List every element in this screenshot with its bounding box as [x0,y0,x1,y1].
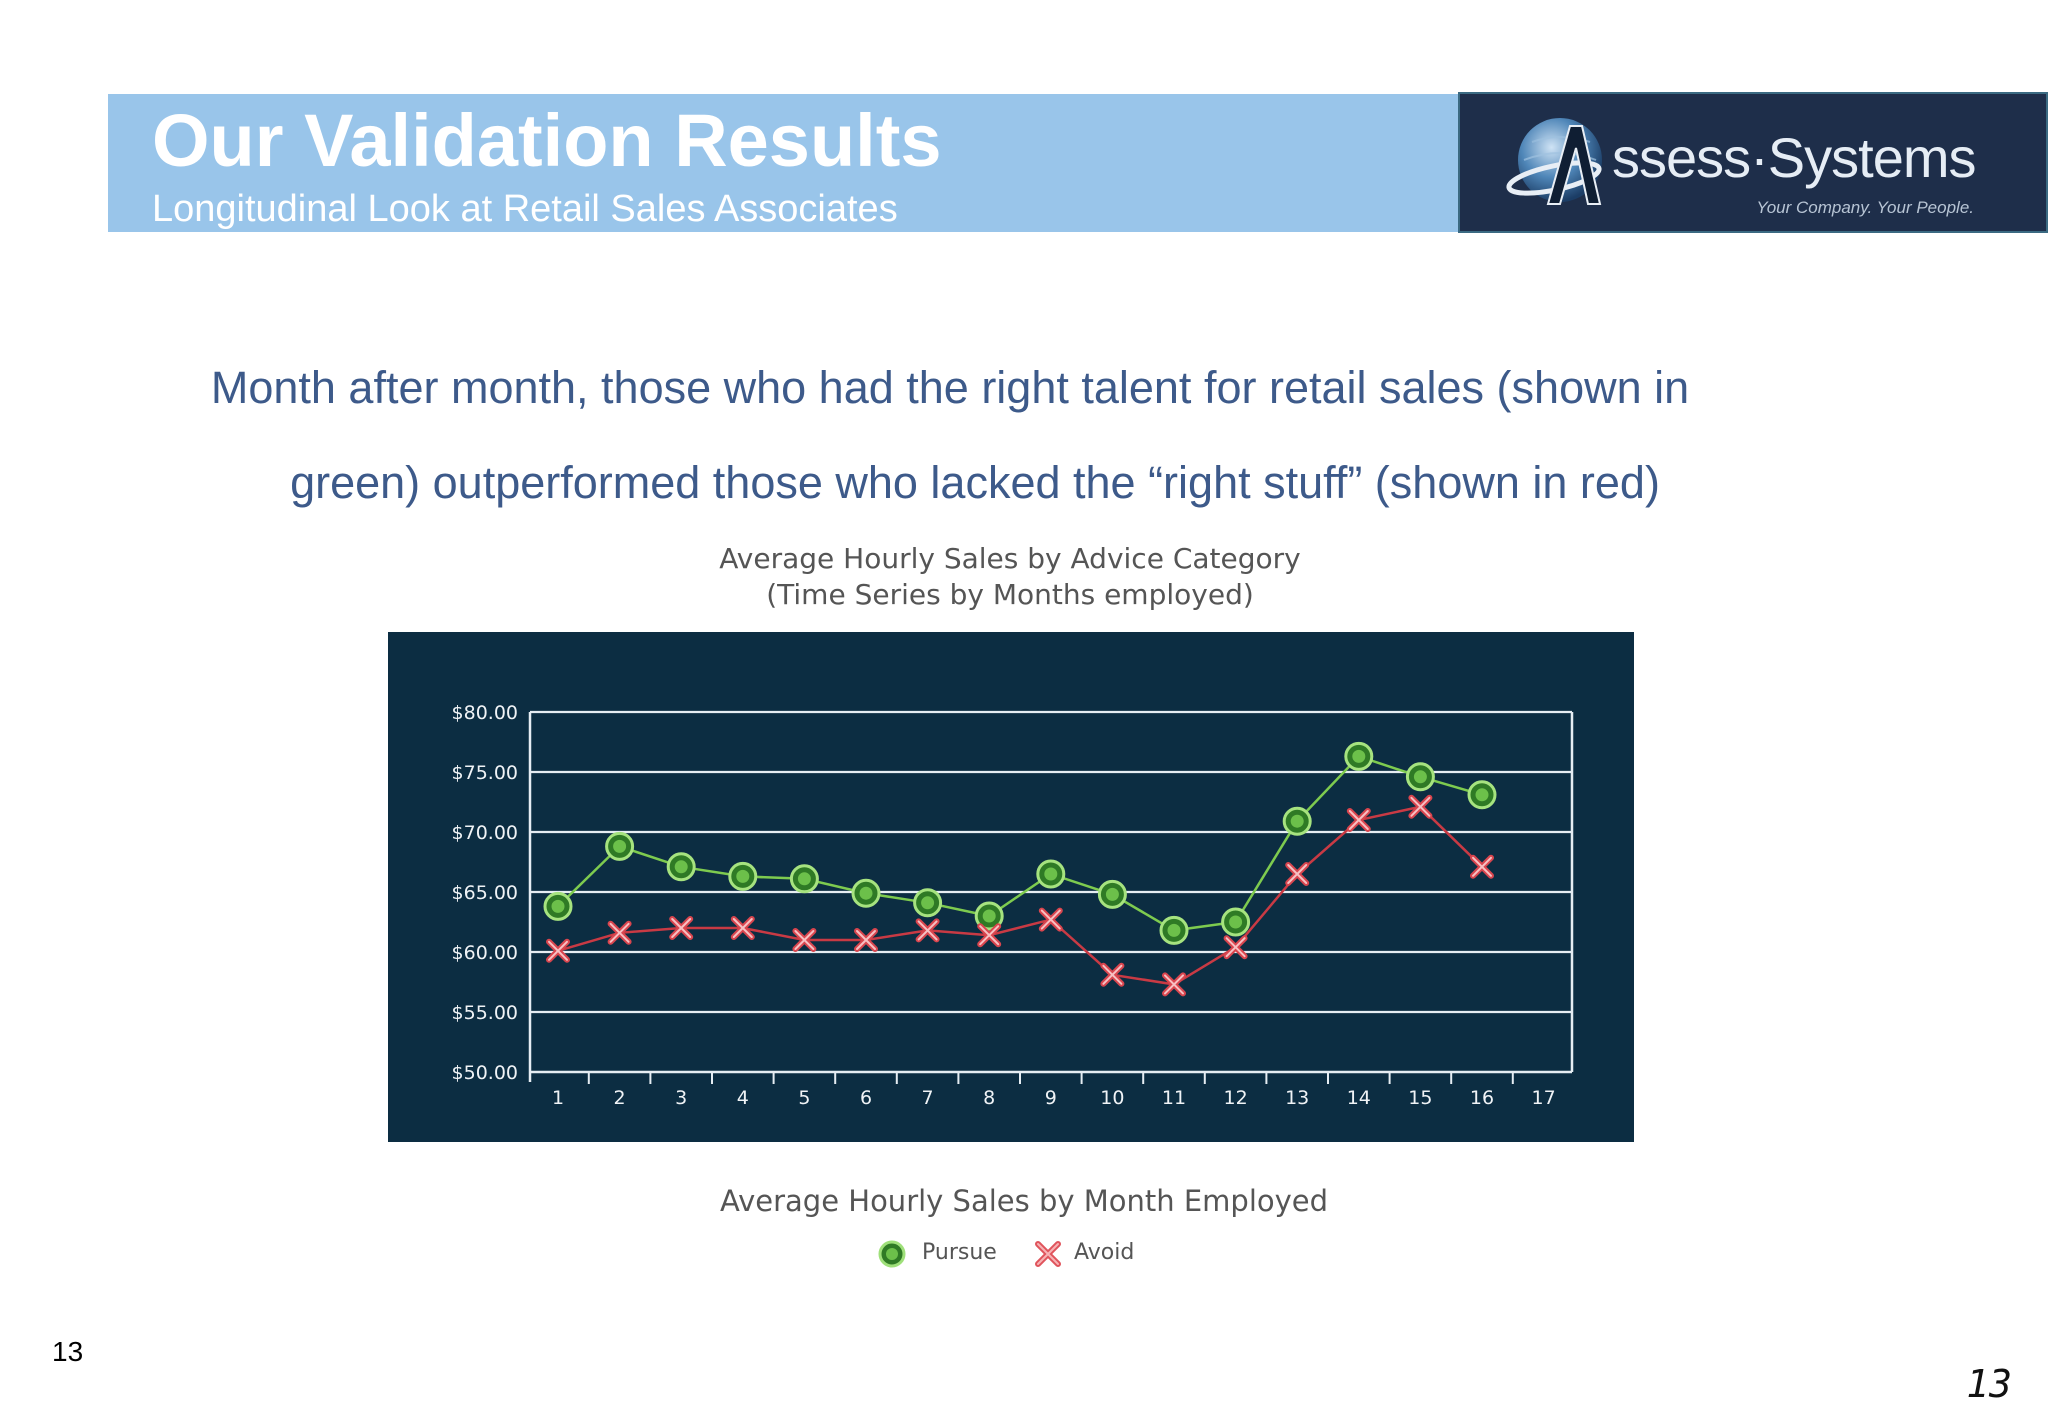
y-tick-label: $80.00 [452,702,518,724]
point-pursue [1344,741,1374,771]
x-tick-label: 4 [737,1087,749,1109]
point-avoid [730,916,755,940]
chart-subtitle: (Time Series by Months employed) [766,578,1254,611]
x-tick-label: 11 [1162,1087,1186,1109]
point-avoid [854,928,878,952]
slide-number-right: 13 [1966,1362,2012,1406]
y-tick-label: $55.00 [452,1002,518,1024]
y-tick-label: $50.00 [452,1062,518,1084]
point-pursue [1467,780,1497,810]
x-tick-label: 16 [1470,1087,1494,1109]
x-tick-label: 15 [1408,1087,1432,1109]
logo-wordmark: ssess·Systems [1612,126,1976,189]
x-tick-label: 8 [983,1087,995,1109]
x-tick-label: 9 [1045,1087,1057,1109]
point-pursue [851,878,881,908]
y-tick-label: $60.00 [452,942,518,964]
point-pursue [543,891,573,921]
x-tick-label: 10 [1100,1087,1124,1109]
logo-tagline: Your Company. Your People. [1756,198,1974,217]
header-band [108,94,1460,232]
line-chart: $50.00 $55.00 $60.00 $65.00 $70.00 $75.00 $80.… [388,632,1634,1142]
point-pursue [1282,806,1312,836]
gridlines [530,710,1572,1014]
point-pursue [666,852,696,882]
point-pursue [1159,915,1189,945]
headline-line-2: green) outperformed those who lacked the… [290,457,1660,508]
slide-number-left: 13 [52,1336,84,1367]
axes [528,712,1574,1082]
x-tick-label: 1 [552,1087,564,1109]
x-tick-label: 17 [1532,1087,1556,1109]
point-pursue [1405,762,1435,792]
series-line-pursue [557,754,1483,932]
x-axis-ticks: 1 2 3 4 5 6 7 8 9 10 11 12 13 14 15 16 17 [552,1072,1556,1109]
x-tick-label: 2 [614,1087,626,1109]
x-tick-label: 13 [1285,1087,1309,1109]
y-tick-label: $75.00 [452,762,518,784]
point-pursue [605,831,635,861]
point-avoid [1285,862,1310,886]
y-axis-ticks: $50.00 $55.00 $60.00 $65.00 $70.00 $75.00 $80.… [452,702,518,1084]
legend-x-icon [1035,1241,1061,1267]
globe-a-icon [1506,118,1602,205]
x-tick-label: 5 [798,1087,810,1109]
point-pursue [1221,907,1251,937]
point-pursue [1036,859,1066,889]
x-tick-label: 14 [1347,1087,1371,1109]
point-avoid [1408,794,1433,819]
point-avoid [1223,935,1248,960]
point-avoid [1162,972,1186,997]
company-logo: ssess·Systems Your Company. Your People. [1458,92,2048,233]
point-pursue [728,861,758,891]
headline-line-1: Month after month, those who had the rig… [210,362,1690,413]
legend-circle-icon [878,1240,906,1268]
series-layer [543,741,1497,997]
point-avoid [792,928,817,952]
x-tick-label: 3 [675,1087,687,1109]
x-tick-label: 6 [860,1087,872,1109]
series-line-avoid [557,805,1483,986]
legend-label-pursue: Pursue [922,1240,997,1265]
page-title: Our Validation Results [152,99,942,182]
point-pursue [974,901,1004,931]
point-avoid [1470,854,1494,879]
y-tick-label: $65.00 [452,882,518,904]
point-avoid [1038,907,1063,932]
point-pursue [913,888,943,918]
point-pursue [1097,879,1127,909]
point-pursue [789,864,819,894]
x-axis-title: Average Hourly Sales by Month Employed [719,1184,1329,1218]
x-tick-label: 12 [1224,1087,1248,1109]
point-avoid [1346,808,1371,832]
y-tick-label: $70.00 [452,822,518,844]
point-avoid [546,938,570,963]
page-subtitle: Longitudinal Look at Retail Sales Associ… [152,188,898,230]
point-avoid [977,923,1002,948]
point-avoid [1100,962,1125,987]
point-avoid [915,918,940,943]
point-avoid [607,920,632,945]
legend-label-avoid: Avoid [1074,1240,1135,1265]
chart-title: Average Hourly Sales by Advice Category [719,542,1301,575]
plot-background [388,632,1634,1142]
point-avoid [669,916,694,940]
x-tick-label: 7 [922,1087,934,1109]
